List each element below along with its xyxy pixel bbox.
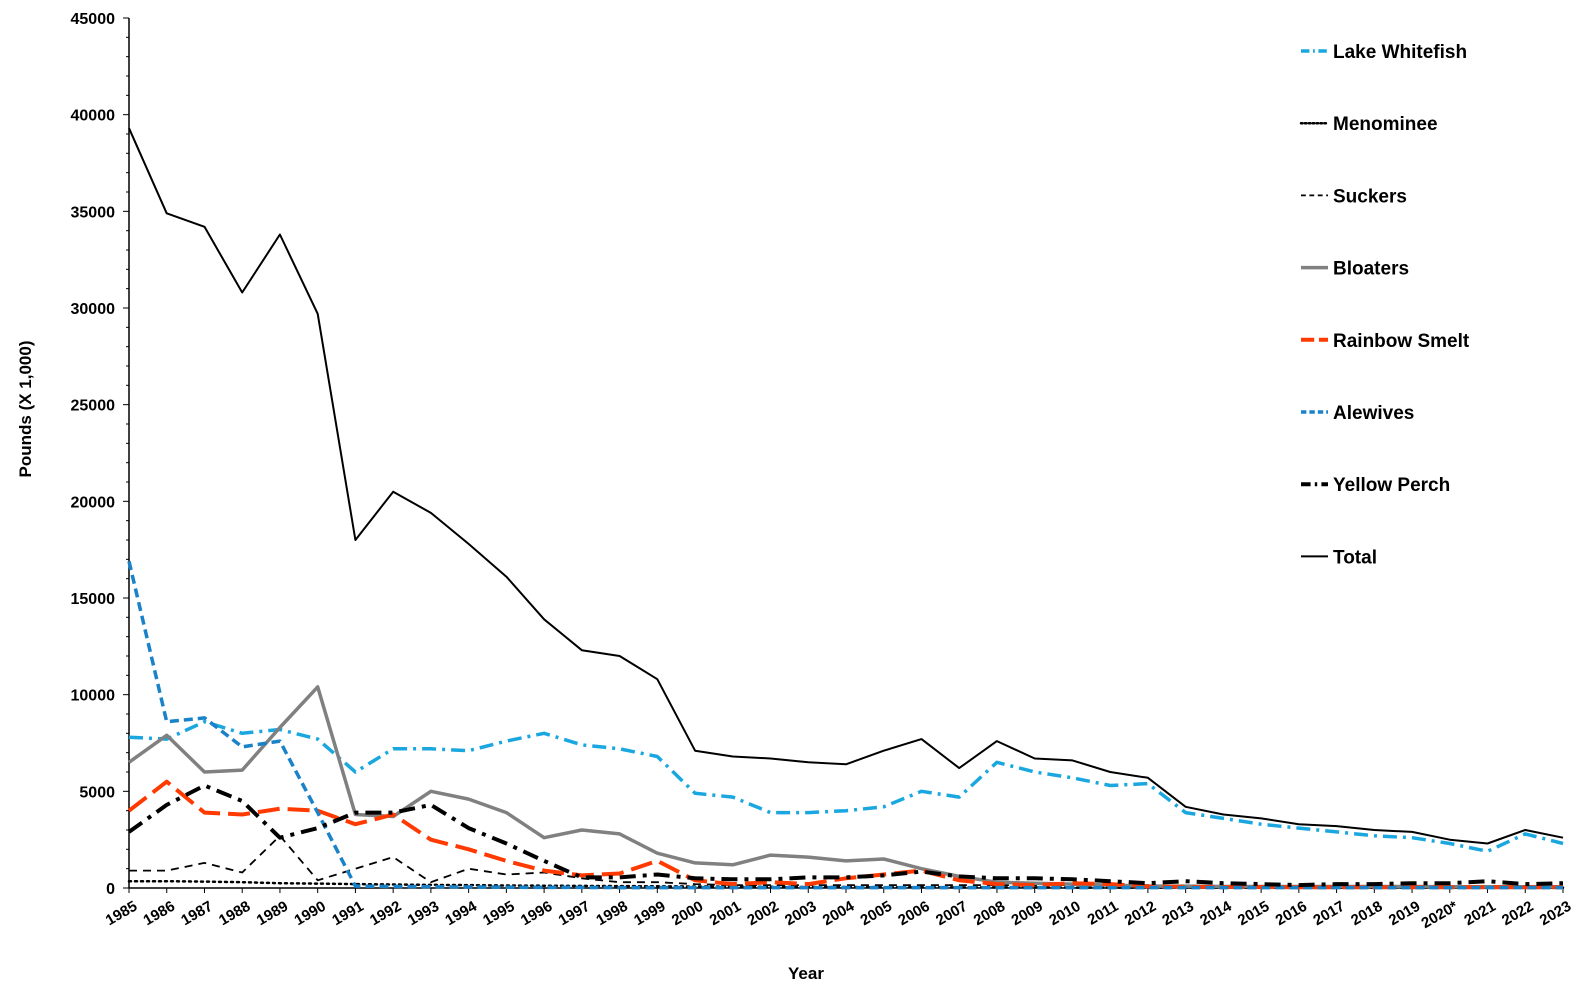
x-tick-label: 2008 (971, 898, 1008, 929)
y-tick-label: 40000 (71, 108, 116, 125)
y-axis-title: Pounds (X 1,000) (16, 341, 35, 478)
x-tick-label: 1992 (367, 898, 404, 929)
x-tick-label: 1993 (405, 898, 442, 929)
x-tick-label: 1995 (480, 898, 517, 929)
series-line-total (128, 127, 1564, 845)
x-tick-label: 1986 (141, 898, 178, 929)
legend-label-menominee: Menominee (1333, 114, 1438, 135)
x-tick-label: 1985 (103, 898, 140, 929)
legend-label-yellow-perch: Yellow Perch (1333, 475, 1450, 496)
y-axis-ticks: 0 5000 10000 15000 20000 25000 30000 35000 40000… (71, 11, 129, 898)
x-tick-label: 2018 (1348, 898, 1385, 929)
x-tick-label: 2010 (1046, 898, 1083, 929)
y-tick-label: 15000 (71, 591, 116, 608)
series-line-lake-whitefish (128, 719, 1564, 854)
y-tick-label: 25000 (71, 398, 116, 415)
y-tick-label: 35000 (71, 204, 116, 221)
x-tick-label: 2023 (1537, 898, 1574, 929)
x-axis-ticks: 1985 1986 1987 1988 1989 1990 1991 1992 1993 1994… (103, 888, 1574, 932)
legend-label-alewives: Alewives (1333, 403, 1414, 424)
x-tick-label: 2022 (1499, 898, 1536, 929)
x-tick-label: 2001 (707, 898, 744, 929)
x-tick-label: 1997 (556, 898, 593, 929)
x-tick-label: 2014 (1197, 897, 1235, 929)
y-tick-label: 10000 (71, 688, 116, 705)
x-tick-label: 2007 (933, 898, 970, 929)
x-tick-label: 2002 (744, 898, 781, 929)
x-tick-label: 1998 (593, 898, 630, 929)
legend-label-suckers: Suckers (1333, 186, 1407, 207)
x-tick-label: 2004 (820, 897, 858, 929)
legend-label-bloaters: Bloaters (1333, 259, 1409, 280)
y-tick-label: 0 (106, 881, 115, 898)
x-tick-label: 2012 (1122, 898, 1159, 929)
y-tick-label: 20000 (71, 494, 116, 511)
x-tick-label: 1987 (178, 898, 215, 929)
x-tick-label: 2005 (858, 898, 895, 929)
x-tick-label: 1988 (216, 898, 253, 929)
x-tick-label: 2019 (1386, 898, 1423, 929)
x-tick-label: 2013 (1159, 898, 1196, 929)
x-tick-label: 1990 (291, 898, 328, 929)
chart-series (127, 127, 1565, 890)
x-tick-label: 1994 (442, 897, 480, 929)
y-tick-label: 45000 (71, 11, 116, 28)
x-tick-label: 2011 (1085, 898, 1122, 929)
legend-label-rainbow-smelt: Rainbow Smelt (1333, 331, 1470, 352)
x-tick-label: 2017 (1310, 898, 1347, 929)
y-tick-label: 5000 (79, 784, 115, 801)
x-tick-label: 2021 (1461, 898, 1498, 929)
x-tick-label: 2006 (895, 898, 932, 929)
y-tick-label: 30000 (71, 301, 116, 318)
x-tick-label: 2020* (1419, 898, 1462, 932)
x-tick-label: 2015 (1235, 898, 1272, 929)
series-line-alewives (127, 560, 1563, 890)
x-tick-label: 1999 (631, 898, 668, 929)
x-tick-label: 2000 (669, 898, 706, 929)
x-tick-label: 1991 (329, 898, 366, 929)
chart-legend: Lake Whitefish Menominee Suckers Bloaters Ra… (1299, 42, 1470, 568)
series-line-yellow-perch (127, 783, 1564, 888)
legend-label-total: Total (1333, 547, 1377, 568)
chart-axes (128, 18, 1563, 889)
x-tick-label: 1996 (518, 898, 555, 929)
x-tick-label: 2009 (1008, 898, 1045, 929)
x-tick-label: 1989 (254, 898, 291, 929)
x-tick-label: 2003 (782, 898, 819, 929)
legend-label-lake-whitefish: Lake Whitefish (1333, 42, 1467, 63)
series-line-bloaters (127, 685, 1563, 889)
x-tick-label: 2016 (1273, 898, 1310, 929)
x-axis-title: Year (788, 964, 824, 983)
